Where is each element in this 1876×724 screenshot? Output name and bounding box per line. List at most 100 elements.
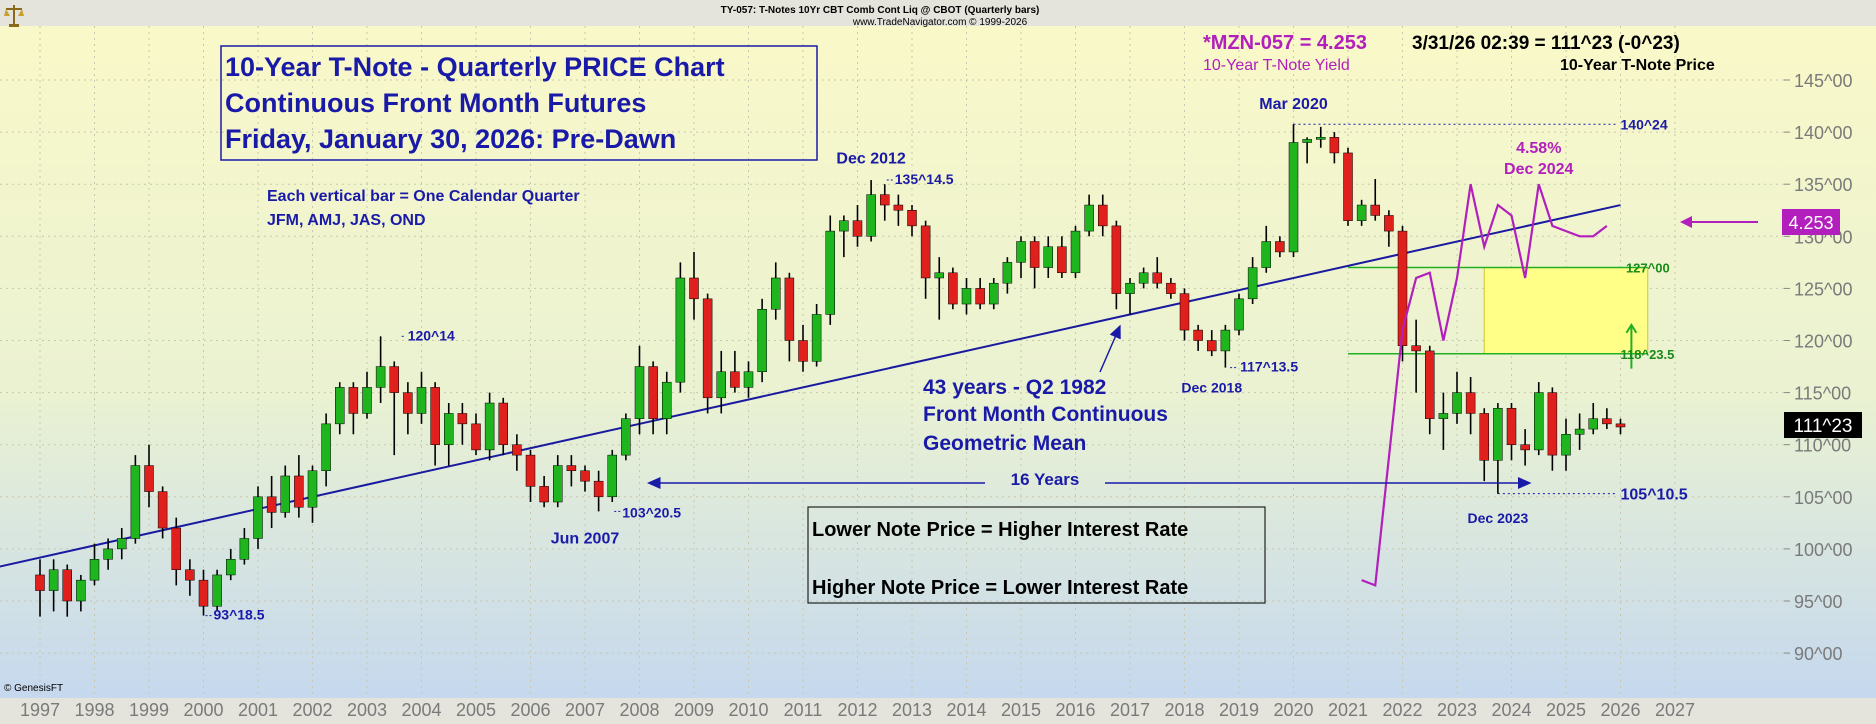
candle bbox=[1029, 236, 1040, 289]
candle bbox=[1329, 132, 1340, 164]
candle-body bbox=[1029, 241, 1040, 268]
candle-body bbox=[702, 298, 713, 399]
price-caption: 10-Year T-Note Price bbox=[1560, 57, 1715, 74]
title-box bbox=[220, 45, 818, 161]
annotation-label: 93^18.5 bbox=[214, 607, 265, 623]
candle-body bbox=[76, 579, 86, 602]
candle bbox=[1193, 324, 1203, 351]
candle-body bbox=[1465, 392, 1476, 414]
candle-body bbox=[934, 272, 944, 279]
candle bbox=[1452, 371, 1462, 424]
candle bbox=[989, 277, 999, 310]
candle bbox=[198, 569, 209, 616]
x-tick-label: 2017 bbox=[1110, 700, 1150, 720]
candle-body bbox=[1479, 413, 1489, 461]
yield-current-badge bbox=[1782, 209, 1840, 235]
candle bbox=[1152, 257, 1162, 289]
annotation-label: 103^20.5 bbox=[622, 504, 681, 520]
candle bbox=[1247, 257, 1258, 305]
candle bbox=[934, 257, 944, 320]
candle-body bbox=[798, 340, 808, 362]
x-tick-label: 2022 bbox=[1382, 700, 1422, 720]
green-up-arrowhead bbox=[1625, 322, 1638, 334]
candle-body bbox=[144, 465, 154, 492]
y-tick-label: 115^00 bbox=[1794, 384, 1851, 404]
candle-body bbox=[212, 574, 222, 607]
candle-body bbox=[1452, 392, 1462, 414]
candle bbox=[839, 215, 849, 258]
candle-body bbox=[866, 194, 876, 237]
x-tick-label: 2005 bbox=[456, 700, 496, 720]
candle-body bbox=[961, 288, 972, 305]
mean-note-line1: 43 years - Q2 1982 bbox=[923, 376, 1106, 399]
candle-body bbox=[1070, 230, 1081, 274]
candle bbox=[771, 262, 781, 320]
candle-body bbox=[294, 475, 304, 508]
mean-note-line2: Front Month Continuous bbox=[923, 403, 1168, 426]
candle-body bbox=[1138, 272, 1149, 284]
candle bbox=[1043, 236, 1053, 278]
candle bbox=[280, 465, 290, 518]
axis-background bbox=[1784, 26, 1876, 698]
rate-note-line2: Higher Note Price = Lower Interest Rate bbox=[812, 577, 1188, 599]
header-line2: www.TradeNavigator.com © 1999-2026 bbox=[852, 17, 1028, 28]
candle bbox=[1125, 277, 1135, 315]
candle-body bbox=[35, 574, 45, 591]
candle-body bbox=[784, 277, 795, 341]
candle bbox=[961, 277, 972, 315]
y-tick-label: 105^00 bbox=[1794, 488, 1853, 508]
x-tick-label: 2010 bbox=[728, 700, 768, 720]
candle bbox=[62, 564, 72, 617]
yield-line bbox=[1361, 183, 1608, 587]
candle-body bbox=[335, 387, 345, 425]
candle bbox=[920, 220, 931, 299]
x-tick-label: 2012 bbox=[837, 700, 877, 720]
candle-body bbox=[989, 282, 999, 305]
candle-body bbox=[1247, 267, 1258, 300]
price-structures bbox=[1293, 123, 1649, 495]
candle bbox=[975, 277, 985, 310]
candle-body bbox=[48, 569, 59, 591]
candle bbox=[403, 382, 413, 435]
candle-body bbox=[689, 277, 699, 300]
candle bbox=[852, 205, 863, 247]
candle-body bbox=[1370, 204, 1380, 216]
candle bbox=[1016, 236, 1026, 278]
candle-body bbox=[1125, 282, 1135, 294]
candle-body bbox=[457, 413, 468, 425]
candle bbox=[1138, 267, 1149, 289]
annotation-label: Dec 2023 bbox=[1468, 510, 1529, 526]
candle-body bbox=[253, 496, 263, 539]
candle-body bbox=[1057, 246, 1067, 274]
candle bbox=[1316, 126, 1326, 148]
candle-body bbox=[1084, 204, 1094, 232]
bar-note-line1: Each vertical bar = One Calendar Quarter bbox=[267, 188, 580, 205]
candle bbox=[948, 267, 958, 310]
x-tick-label: 2023 bbox=[1437, 700, 1477, 720]
candle bbox=[1111, 220, 1122, 310]
candle-body bbox=[471, 423, 481, 451]
candle bbox=[1411, 319, 1421, 393]
candle-body bbox=[1016, 241, 1026, 263]
candle bbox=[784, 272, 795, 362]
candle bbox=[117, 528, 127, 560]
candle bbox=[866, 180, 876, 242]
candle bbox=[1275, 236, 1285, 258]
x-tick-label: 2021 bbox=[1328, 700, 1368, 720]
x-tick-label: 2025 bbox=[1546, 700, 1586, 720]
x-axis-ticks: 1997 1998 1999 2000 2001 2002 2003 2004 2005 2006… bbox=[20, 700, 1695, 720]
annotation-label: 135^14.5 bbox=[895, 171, 954, 187]
candle bbox=[321, 413, 331, 487]
candle-body bbox=[593, 480, 604, 498]
candle bbox=[1615, 418, 1626, 435]
candle bbox=[811, 304, 822, 367]
x-tick-label: 2020 bbox=[1273, 700, 1313, 720]
candle bbox=[730, 350, 740, 393]
candle bbox=[76, 574, 86, 612]
candle bbox=[484, 392, 495, 461]
candle-body bbox=[662, 381, 672, 419]
candle bbox=[1207, 330, 1217, 357]
candle bbox=[1234, 293, 1244, 336]
candle-body bbox=[634, 366, 645, 419]
candle bbox=[1588, 403, 1598, 435]
